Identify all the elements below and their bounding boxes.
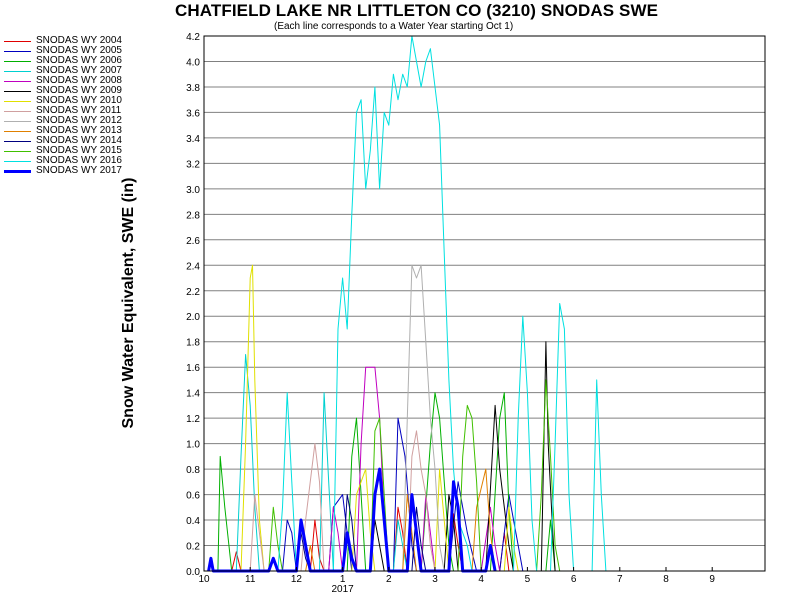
y-tick-label: 2.4	[186, 261, 200, 272]
legend-item: SNODAS WY 2010	[4, 95, 124, 106]
legend: SNODAS WY 2004 SNODAS WY 2005 SNODAS WY 20…	[4, 35, 124, 176]
series-line	[402, 264, 445, 572]
y-tick-label: 3.4	[186, 134, 200, 145]
legend-swatch	[4, 141, 31, 142]
legend-swatch	[4, 170, 31, 173]
series-line	[249, 430, 436, 572]
legend-swatch	[4, 41, 31, 42]
y-tick-label: 1.4	[186, 389, 200, 400]
y-tick-label: 2.6	[186, 236, 200, 247]
legend-swatch	[4, 101, 31, 102]
legend-label: SNODAS WY 2013	[36, 125, 122, 136]
legend-item: SNODAS WY 2007	[4, 65, 124, 76]
x-tick-label: 6	[571, 574, 577, 585]
y-tick-label: 3.6	[186, 108, 200, 119]
y-tick-label: 4.0	[186, 57, 200, 68]
legend-swatch	[4, 131, 31, 132]
legend-swatch	[4, 111, 31, 112]
x-tick-label: 12	[291, 574, 303, 585]
legend-label: SNODAS WY 2010	[36, 95, 122, 106]
y-tick-label: 0.8	[186, 465, 200, 476]
y-tick-label: 0.6	[186, 491, 200, 502]
legend-swatch	[4, 91, 31, 92]
legend-item: SNODAS WY 2005	[4, 45, 124, 56]
legend-swatch	[4, 121, 31, 122]
legend-item: SNODAS WY 2015	[4, 145, 124, 156]
y-tick-label: 1.0	[186, 440, 200, 451]
y-tick-label: 1.6	[186, 363, 200, 374]
chart-subtitle: (Each line corresponds to a Water Year s…	[274, 21, 514, 32]
legend-item: SNODAS WY 2017	[4, 165, 124, 176]
series-line	[277, 35, 607, 572]
legend-swatch	[4, 51, 31, 52]
grid	[204, 35, 765, 572]
legend-item: SNODAS WY 2009	[4, 85, 124, 96]
legend-item: SNODAS WY 2013	[4, 125, 124, 136]
series-line	[207, 467, 497, 573]
legend-swatch	[4, 71, 31, 72]
x-tick-label: 5	[525, 574, 531, 585]
legend-item: SNODAS WY 2008	[4, 75, 124, 86]
series-line	[235, 354, 408, 572]
plot-frame	[203, 35, 766, 572]
legend-item: SNODAS WY 2004	[4, 35, 124, 46]
legend-swatch	[4, 81, 31, 82]
legend-item: SNODAS WY 2006	[4, 55, 124, 66]
y-tick-label: 0.4	[186, 516, 200, 527]
legend-label: SNODAS WY 2007	[36, 65, 122, 76]
legend-label: SNODAS WY 2004	[36, 35, 122, 46]
legend-label: SNODAS WY 2012	[36, 115, 122, 126]
x-tick-label: 4	[478, 574, 484, 585]
legend-swatch	[4, 61, 31, 62]
x-year-label: 2017	[331, 584, 354, 595]
legend-label: SNODAS WY 2016	[36, 155, 122, 166]
y-tick-label: 4.2	[186, 32, 200, 43]
y-tick-label: 2.0	[186, 312, 200, 323]
legend-label: SNODAS WY 2006	[36, 55, 122, 66]
y-tick-label: 2.8	[186, 210, 200, 221]
x-tick-label: 10	[198, 574, 210, 585]
legend-label: SNODAS WY 2009	[36, 85, 122, 96]
legend-label: SNODAS WY 2015	[36, 145, 122, 156]
x-tick-label: 2	[386, 574, 392, 585]
x-tick-label: 11	[245, 574, 256, 585]
y-ticks: 0.0 0.2 0.4 0.6 0.8 1.0 1.2 1.4 1.6 1.8 2.0 2.2 2.4 2…	[186, 32, 200, 578]
legend-item: SNODAS WY 2016	[4, 155, 124, 166]
y-tick-label: 1.2	[186, 414, 200, 425]
x-tick-label: 3	[432, 574, 438, 585]
y-tick-label: 0.0	[186, 567, 200, 578]
x-tick-label: 8	[663, 574, 669, 585]
legend-label: SNODAS WY 2014	[36, 135, 122, 146]
x-tick-label: 1	[340, 574, 346, 585]
legend-item: SNODAS WY 2011	[4, 105, 124, 116]
x-tick-label: 9	[709, 574, 715, 585]
y-tick-label: 3.0	[186, 185, 200, 196]
legend-label: SNODAS WY 2017	[36, 165, 122, 176]
y-tick-label: 3.8	[186, 83, 200, 94]
y-tick-label: 2.2	[186, 287, 200, 298]
series-line	[305, 468, 496, 572]
legend-swatch	[4, 151, 31, 152]
y-tick-label: 1.8	[186, 338, 200, 349]
chart-title-text: CHATFIELD LAKE NR LITTLETON CO (3210) SN…	[175, 1, 659, 20]
legend-swatch	[4, 161, 31, 162]
series-layer	[207, 35, 607, 573]
series-line	[295, 494, 427, 572]
legend-label: SNODAS WY 2005	[36, 45, 122, 56]
legend-item: SNODAS WY 2012	[4, 115, 124, 126]
y-tick-label: 0.2	[186, 542, 200, 553]
legend-label: SNODAS WY 2011	[36, 105, 122, 116]
y-tick-label: 3.2	[186, 159, 200, 170]
x-tick-label: 7	[617, 574, 623, 585]
legend-label: SNODAS WY 2008	[36, 75, 122, 86]
legend-item: SNODAS WY 2014	[4, 135, 124, 146]
series-line	[369, 341, 556, 572]
